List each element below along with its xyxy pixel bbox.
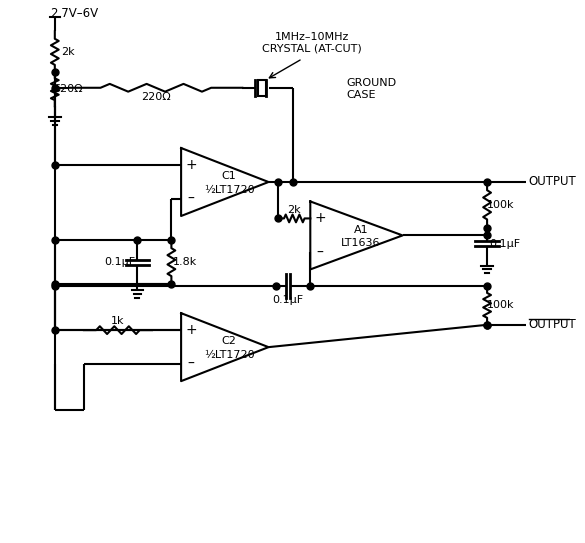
Text: +: + [314,211,326,225]
Text: 2.7V–6V: 2.7V–6V [50,8,98,21]
Text: +: + [185,323,197,337]
Text: 2k: 2k [61,47,75,57]
Text: 0.1μF: 0.1μF [489,239,520,249]
Text: –: – [187,192,194,206]
Text: C2: C2 [222,336,236,346]
Bar [258,80,266,96]
Text: OUTPUT: OUTPUT [529,318,577,331]
Text: 2k: 2k [287,205,301,214]
Text: C1: C1 [222,171,236,181]
Text: ½LT1720: ½LT1720 [204,350,254,360]
Text: GROUND
CASE: GROUND CASE [346,78,397,100]
Text: 1k: 1k [111,317,125,326]
Text: –: – [187,357,194,371]
Text: –: – [316,245,324,260]
Text: 1MHz–10MHz
CRYSTAL (AT-CUT): 1MHz–10MHz CRYSTAL (AT-CUT) [262,32,362,54]
Text: ½LT1720: ½LT1720 [204,185,254,195]
Text: 1.8k: 1.8k [173,257,197,267]
Text: OUTPUT: OUTPUT [529,175,577,188]
Text: LT1636: LT1636 [341,238,381,248]
Text: 100k: 100k [487,300,514,311]
Text: 620Ω: 620Ω [54,84,83,94]
Text: A1: A1 [354,225,369,235]
Text: 220Ω: 220Ω [141,92,171,102]
Text: 0.1μF: 0.1μF [273,294,304,305]
Text: 0.1μF: 0.1μF [104,257,136,267]
Text: +: + [185,158,197,172]
Text: 100k: 100k [487,200,514,210]
